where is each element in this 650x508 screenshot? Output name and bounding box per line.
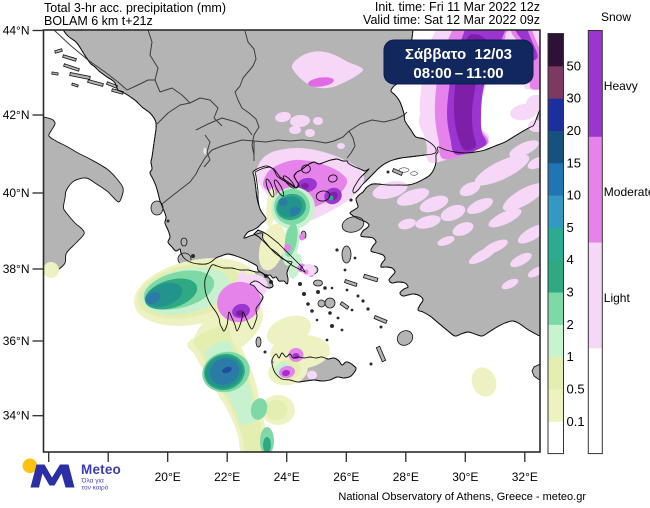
- svg-text:42°N: 42°N: [3, 108, 30, 122]
- svg-text:3: 3: [567, 285, 574, 300]
- svg-text:15: 15: [567, 155, 581, 170]
- svg-text:24°E: 24°E: [274, 470, 300, 484]
- svg-text:0.5: 0.5: [567, 382, 585, 397]
- svg-text:Moderate: Moderate: [604, 185, 650, 199]
- svg-text:40°N: 40°N: [3, 186, 30, 200]
- svg-text:Valid time: Sat 12 Mar 2022 09: Valid time: Sat 12 Mar 2022 09z: [363, 13, 540, 27]
- svg-text:Total 3-hr acc. precipitation: Total 3-hr acc. precipitation (mm): [44, 1, 226, 15]
- svg-text:5: 5: [567, 220, 574, 235]
- svg-text:2: 2: [567, 317, 574, 332]
- svg-text:BOLAM 6 km t+21z: BOLAM 6 km t+21z: [44, 14, 153, 28]
- svg-text:1: 1: [567, 349, 574, 364]
- svg-text:0.1: 0.1: [567, 414, 585, 429]
- svg-text:38°N: 38°N: [3, 262, 30, 276]
- svg-text:30°E: 30°E: [452, 470, 478, 484]
- svg-text:32°E: 32°E: [512, 470, 538, 484]
- svg-text:Snow: Snow: [601, 10, 631, 24]
- svg-text:4: 4: [567, 252, 574, 267]
- svg-text:Init. time: Fri 11 Mar 2022 12: Init. time: Fri 11 Mar 2022 12z: [375, 0, 540, 14]
- svg-text:08:00 – 11:00: 08:00 – 11:00: [413, 65, 503, 82]
- svg-text:26°E: 26°E: [333, 470, 359, 484]
- svg-text:50: 50: [567, 58, 581, 73]
- svg-text:National Observatory of Athens: National Observatory of Athens, Greece -…: [338, 491, 586, 503]
- svg-text:Light: Light: [604, 291, 631, 305]
- svg-text:10: 10: [567, 188, 581, 203]
- svg-text:Όλα για: Όλα για: [81, 478, 104, 485]
- svg-text:44°N: 44°N: [3, 24, 30, 38]
- svg-text:20°E: 20°E: [155, 470, 181, 484]
- svg-text:36°N: 36°N: [3, 334, 30, 348]
- svg-text:34°N: 34°N: [3, 409, 30, 423]
- svg-text:τον καιρό: τον καιρό: [82, 484, 109, 492]
- svg-text:22°E: 22°E: [214, 470, 240, 484]
- svg-text:Meteo: Meteo: [81, 462, 121, 477]
- svg-text:30: 30: [567, 91, 581, 106]
- svg-text:20: 20: [567, 123, 581, 138]
- svg-text:28°E: 28°E: [393, 470, 419, 484]
- svg-text:Σάββατο 12/03: Σάββατο 12/03: [405, 46, 512, 63]
- svg-text:Heavy: Heavy: [604, 79, 638, 93]
